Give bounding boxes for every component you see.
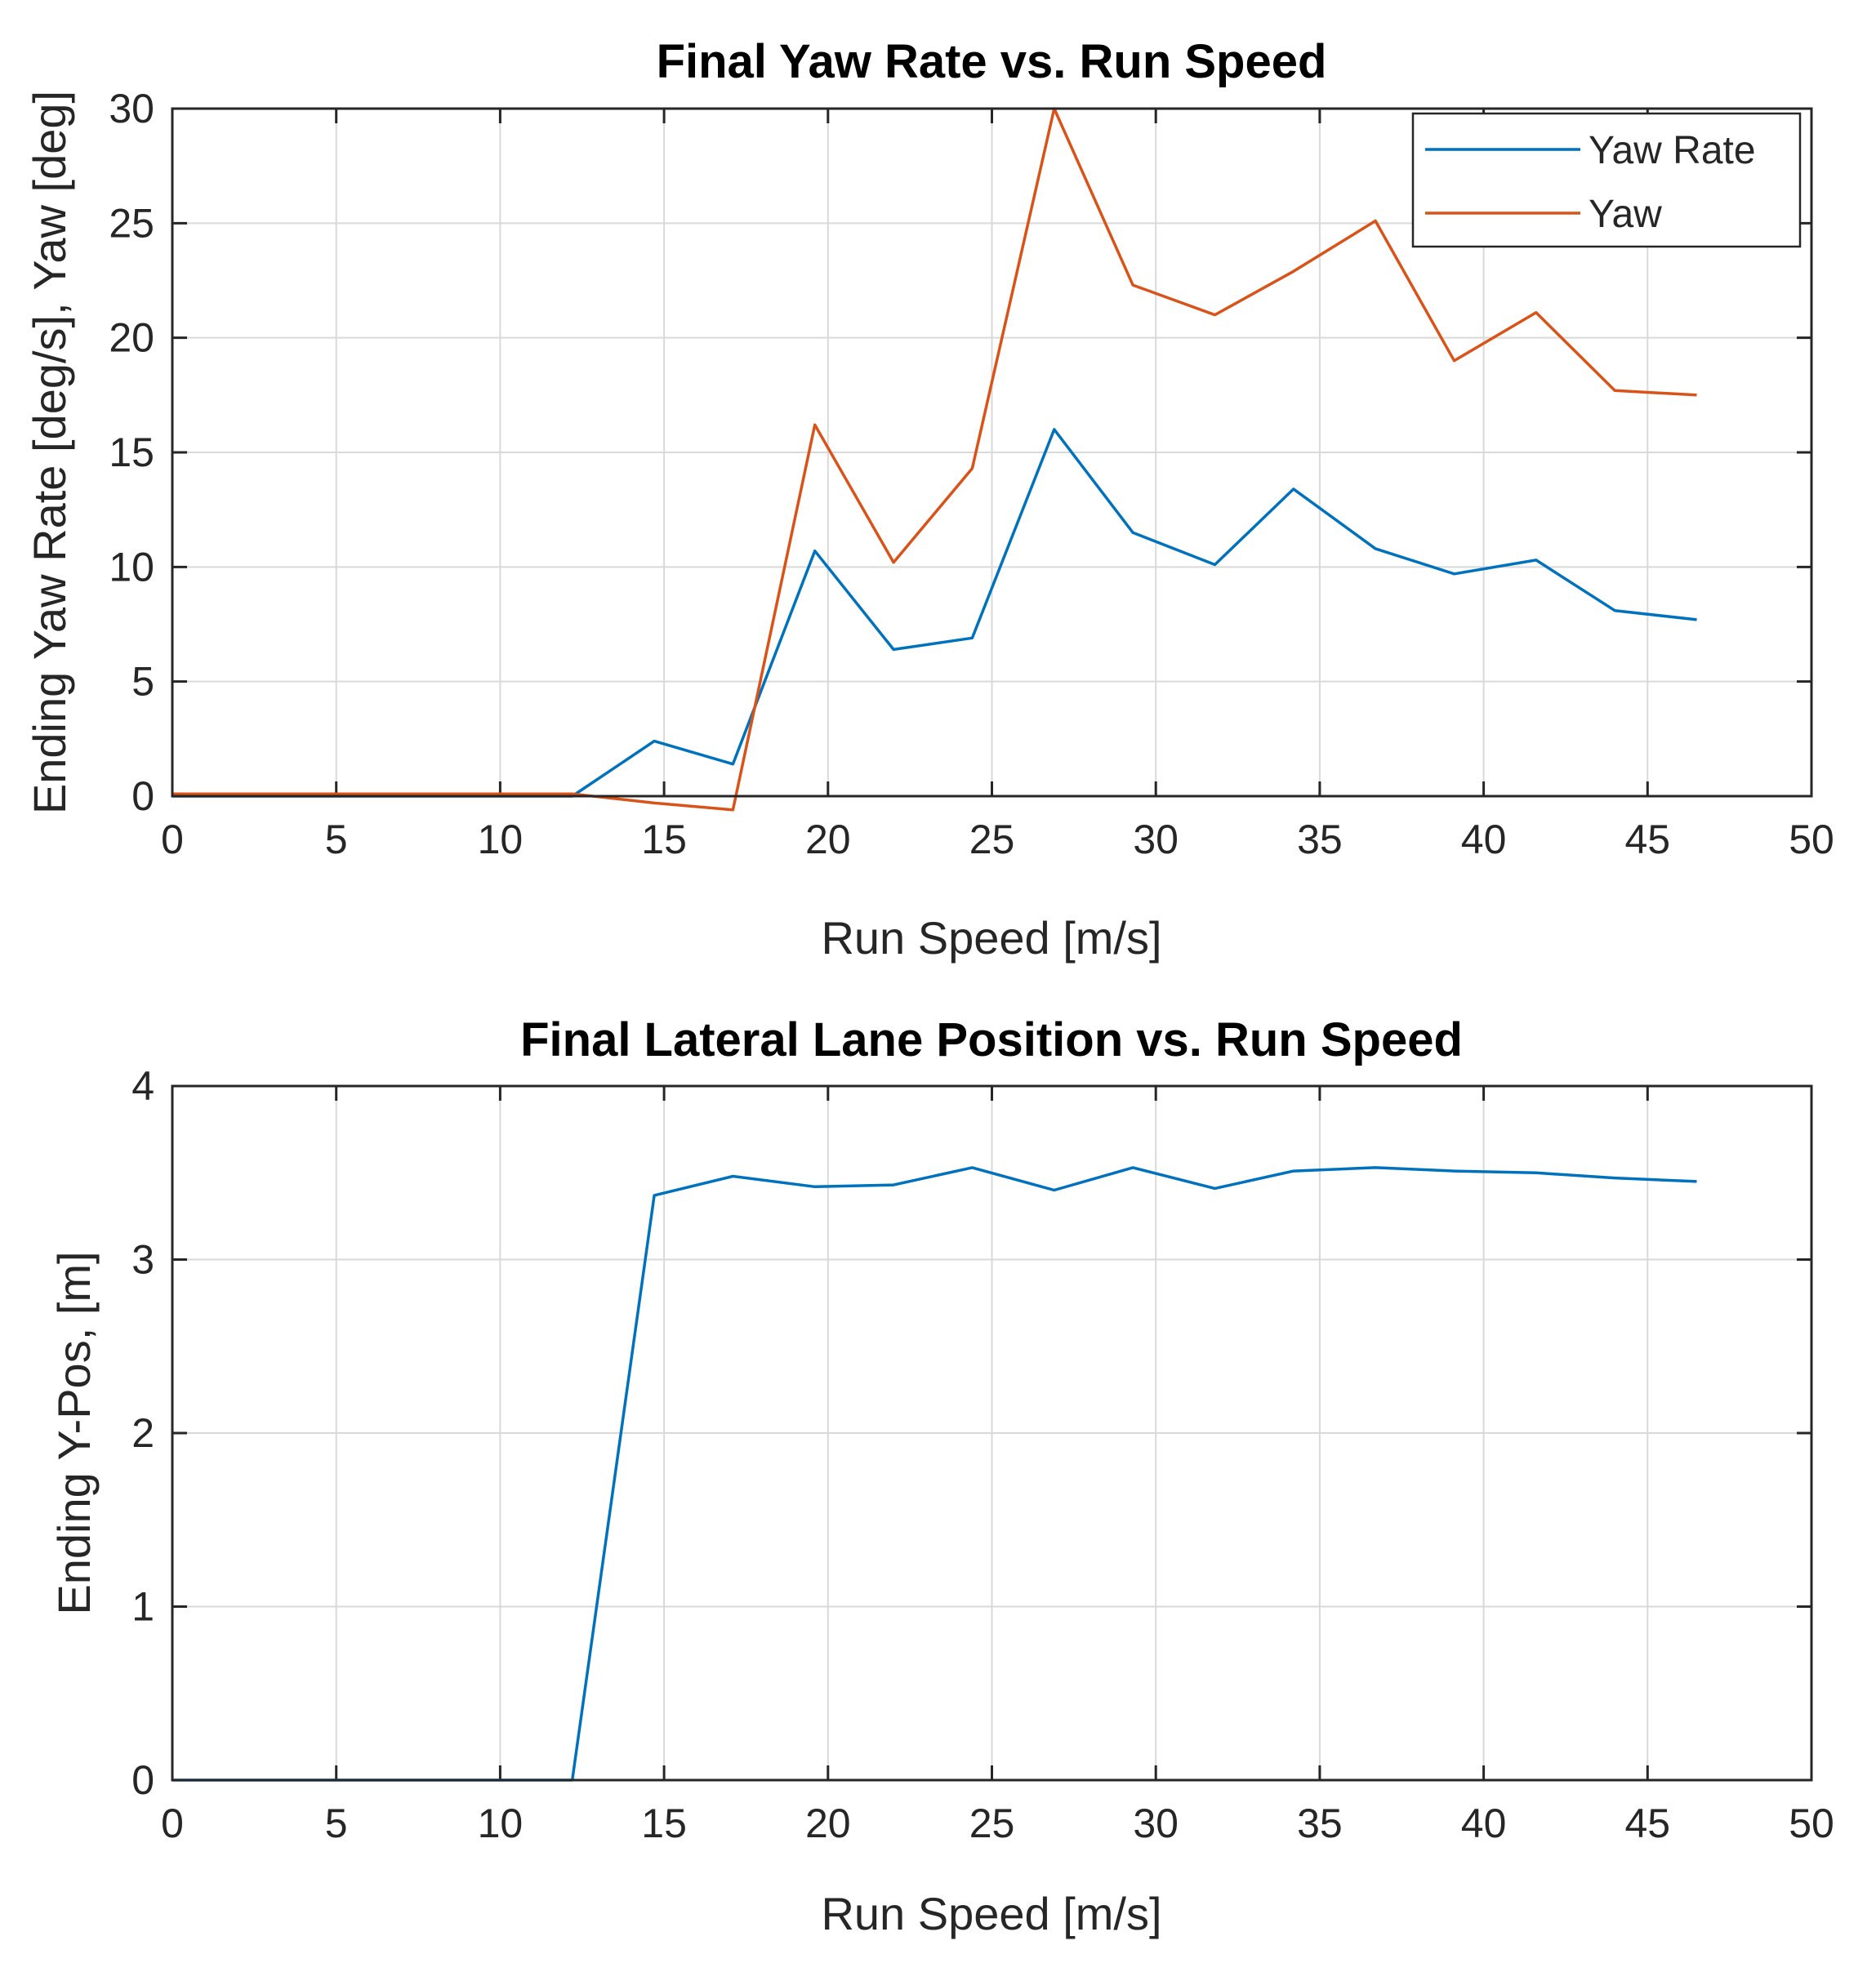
- y-tick-label: 4: [131, 1063, 154, 1109]
- x-tick-label: 45: [1624, 817, 1670, 862]
- yaw-chart: 0 5 10 15 20 25 30 35 40 45 50 0 5 10 15 20 25 30 Final Y…: [24, 35, 1834, 964]
- y-tick-label: 3: [131, 1237, 154, 1283]
- y-tick-label: 20: [109, 315, 154, 361]
- x-tick-label: 0: [161, 817, 184, 862]
- yaw-chart-legend: Yaw Rate Yaw: [1411, 112, 1802, 248]
- yaw-chart-frame: [171, 107, 1813, 798]
- ypos-chart-frame: [171, 1084, 1813, 1782]
- y-tick-label: 1: [131, 1584, 154, 1630]
- x-tick-label: 50: [1789, 1801, 1834, 1846]
- x-tick-label: 45: [1624, 1801, 1670, 1846]
- x-tick-label: 20: [805, 817, 851, 862]
- series-line-yaw: [172, 107, 1697, 812]
- x-tick-label: 15: [641, 1801, 687, 1846]
- x-tick-label: 20: [805, 1801, 851, 1846]
- y-tick-label: 25: [109, 200, 154, 246]
- x-tick-label: 25: [969, 817, 1015, 862]
- y-tick-label: 2: [131, 1410, 154, 1456]
- ypos-chart-grid: [172, 1086, 1811, 1780]
- y-tick-label: 5: [131, 659, 154, 705]
- x-tick-label: 40: [1461, 1801, 1507, 1846]
- x-tick-label: 40: [1461, 817, 1507, 862]
- x-tick-label: 5: [325, 1801, 348, 1846]
- x-tick-label: 0: [161, 1801, 184, 1846]
- yaw-chart-ticks: 0 5 10 15 20 25 30 35 40 45 50 0 5 10 15 20 25 30: [109, 86, 1834, 862]
- legend-label-yaw-rate: Yaw Rate: [1589, 129, 1756, 172]
- y-tick-label: 0: [131, 773, 154, 819]
- x-tick-label: 10: [478, 1801, 524, 1846]
- ypos-chart: 0 5 10 15 20 25 30 35 40 45 50 0 1 2 3 4 Final Lateral …: [48, 1013, 1834, 1939]
- yaw-chart-title: Final Yaw Rate vs. Run Speed: [657, 35, 1327, 88]
- x-tick-label: 25: [969, 1801, 1015, 1846]
- x-tick-label: 50: [1789, 817, 1834, 862]
- x-tick-label: 35: [1297, 817, 1343, 862]
- legend-box: [1411, 112, 1802, 248]
- yaw-chart-ylabel: Ending Yaw Rate [deg/s], Yaw [deg]: [24, 91, 75, 814]
- ypos-chart-xlabel: Run Speed [m/s]: [821, 1888, 1161, 1939]
- x-tick-label: 15: [641, 817, 687, 862]
- x-tick-label: 5: [325, 817, 348, 862]
- legend-label-yaw: Yaw: [1589, 193, 1662, 236]
- y-tick-label: 15: [109, 430, 154, 475]
- yaw-chart-xlabel: Run Speed [m/s]: [821, 912, 1161, 964]
- ypos-chart-title: Final Lateral Lane Position vs. Run Spee…: [520, 1013, 1463, 1066]
- x-tick-label: 30: [1133, 817, 1179, 862]
- y-tick-label: 10: [109, 544, 154, 590]
- y-tick-label: 0: [131, 1757, 154, 1803]
- x-tick-label: 35: [1297, 1801, 1343, 1846]
- ypos-chart-ylabel: Ending Y-Pos, [m]: [48, 1251, 100, 1614]
- ypos-chart-ticks: 0 5 10 15 20 25 30 35 40 45 50 0 1 2 3 4: [131, 1063, 1834, 1846]
- x-tick-label: 30: [1133, 1801, 1179, 1846]
- x-tick-label: 10: [478, 817, 524, 862]
- y-tick-label: 30: [109, 86, 154, 131]
